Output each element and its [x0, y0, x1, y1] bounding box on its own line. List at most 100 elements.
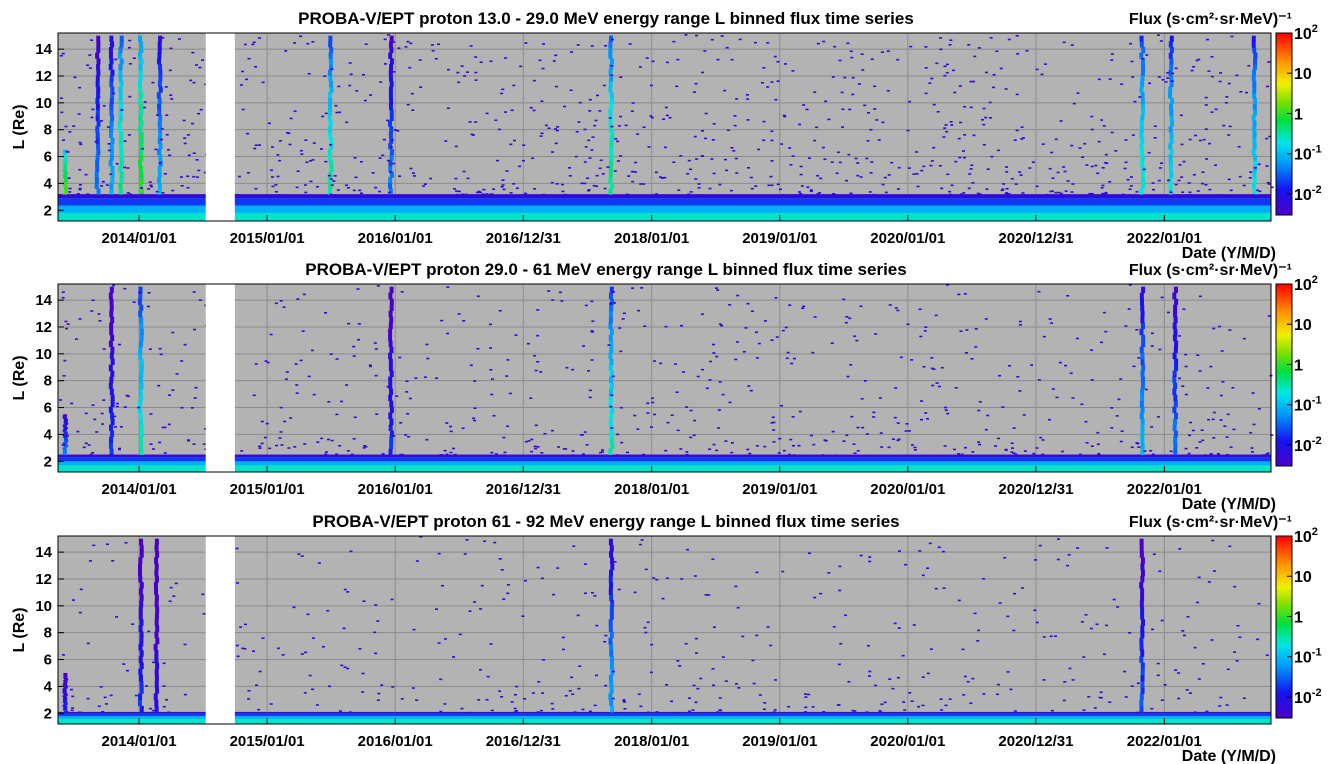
speckle-cell [1124, 696, 1128, 698]
speckle-cell [962, 192, 966, 194]
event-4-cell [610, 600, 615, 608]
speckle-cell [896, 188, 900, 190]
speckle-cell [874, 333, 878, 335]
event-3-cell [110, 171, 115, 178]
speckle-cell [287, 447, 291, 449]
speckle-cell [155, 604, 159, 607]
event-7-cell [329, 137, 334, 144]
x-tick-label: 2014/01/01 [102, 230, 177, 247]
speckle-cell [910, 444, 914, 446]
speckle-cell [1020, 126, 1024, 128]
speckle-cell [865, 157, 869, 160]
speckle-cell [1156, 416, 1160, 418]
speckle-cell [490, 393, 494, 396]
event-5-cell [1139, 538, 1144, 546]
speckle-cell [203, 428, 207, 430]
speckle-cell [300, 153, 304, 155]
event-5-cell [139, 41, 144, 48]
speckle-cell [161, 37, 165, 39]
speckle-cell [378, 190, 382, 193]
speckle-cell [477, 699, 481, 701]
speckle-cell [1035, 447, 1039, 449]
event-2-cell [109, 448, 114, 456]
speckle-cell [645, 57, 649, 59]
speckle-cell [501, 88, 505, 91]
speckle-cell [1206, 387, 1210, 389]
speckle-cell [61, 291, 65, 293]
speckle-cell [340, 400, 344, 403]
event-8-cell [388, 52, 393, 59]
y-tick-label: 2 [44, 453, 52, 470]
event-6-cell [1139, 328, 1144, 336]
speckle-cell [471, 134, 475, 136]
speckle-cell [1194, 134, 1198, 137]
speckle-cell [984, 116, 988, 119]
speckle-cell [61, 444, 65, 447]
event-4-cell [609, 650, 614, 657]
event-2-cell [110, 370, 115, 378]
event-1-cell [64, 444, 69, 447]
speckle-cell [588, 157, 592, 159]
speckle-cell [715, 449, 719, 452]
speckle-cell [115, 616, 119, 618]
speckle-cell [509, 191, 513, 194]
speckle-cell [74, 338, 78, 340]
speckle-cell [1133, 100, 1137, 103]
event-1-cell [62, 415, 67, 418]
speckle-cell [1010, 451, 1014, 453]
speckle-cell [730, 147, 734, 149]
event-10-cell [1139, 41, 1144, 48]
speckle [61, 536, 1269, 714]
event-12-cell [1252, 188, 1257, 195]
speckle-cell [522, 144, 526, 146]
event-6-cell [157, 120, 162, 127]
speckle-cell [311, 159, 315, 161]
event-1-cell [64, 432, 69, 435]
event-4-cell [609, 606, 614, 614]
event-4-cell [608, 674, 613, 682]
event-11-cell [1168, 143, 1173, 150]
event-5-cell [139, 103, 144, 110]
speckle-cell [838, 59, 842, 62]
event-3-cell [155, 687, 160, 694]
speckle-cell [443, 638, 447, 640]
event-6-cell [158, 126, 163, 133]
speckle-cell [675, 85, 679, 88]
speckle-cell [813, 91, 817, 94]
speckle-cell [163, 426, 167, 429]
event-1-cell [62, 688, 67, 691]
speckle-cell [348, 62, 352, 64]
speckle-cell [343, 666, 347, 669]
event-5-cell [138, 97, 143, 105]
speckle-cell [78, 141, 82, 144]
speckle-cell [333, 175, 337, 177]
speckle-cell [1058, 361, 1062, 364]
event-3-cell [139, 322, 144, 330]
event-2-cell [139, 551, 144, 558]
speckle-cell [113, 415, 117, 418]
speckle-cell [693, 135, 697, 138]
y-tick-label: 12 [35, 571, 52, 588]
speckle-cell [457, 190, 461, 193]
speckle-cell [1142, 168, 1146, 171]
speckle-cell [841, 126, 845, 128]
speckle-cell [610, 74, 614, 77]
speckle-cell [304, 191, 308, 194]
speckle-cell [255, 684, 259, 687]
event-6-cell [157, 47, 162, 54]
speckle-cell [1160, 619, 1164, 622]
speckle-cell [827, 572, 831, 574]
speckle-cell [598, 167, 602, 170]
speckle-cell [107, 149, 111, 152]
colorbar-tick-label: 10 [1294, 317, 1312, 334]
speckle-cell [1233, 585, 1237, 588]
speckle-cell [845, 434, 849, 437]
speckle-cell [612, 291, 616, 293]
event-4-cell [610, 705, 615, 713]
speckle-cell [838, 161, 842, 164]
event-4-cell [608, 637, 613, 645]
speckle-cell [978, 400, 982, 403]
event-1-cell [62, 682, 67, 685]
speckle-cell [940, 187, 944, 190]
speckle-cell [462, 319, 466, 322]
